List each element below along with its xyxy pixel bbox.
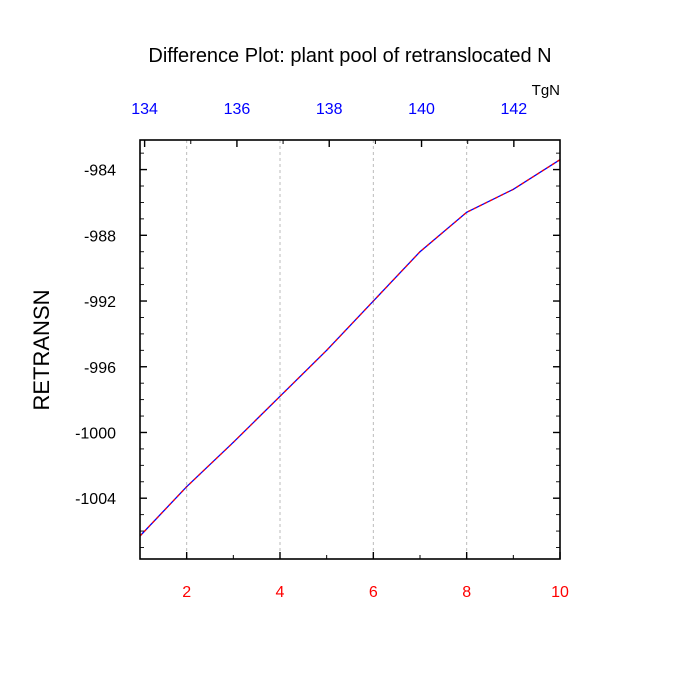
series-line-dash: [139, 159, 561, 537]
series-line: [139, 159, 561, 537]
y-axis-label: RETRANSN: [29, 289, 54, 410]
top-tick-label: 138: [316, 101, 343, 118]
top-tick-label: 142: [500, 101, 527, 118]
y-tick-label: -988: [84, 228, 116, 245]
y-tick-label: -1004: [75, 491, 116, 508]
series-point: [512, 188, 514, 190]
series-point: [232, 441, 234, 443]
tick-labels-layer: 2 4 6 8 10 134 136 138 140 142 -984 -988 -992 -996 -10…: [75, 101, 569, 601]
minor-ticks-layer: [139, 140, 561, 559]
ticks-layer: [140, 140, 561, 559]
series-point: [419, 251, 421, 253]
chart-title: Difference Plot: plant pool of retranslo…: [148, 45, 551, 67]
y-tick-label: -992: [84, 294, 116, 311]
grid-layer: [186, 140, 468, 559]
top-tick-label: 134: [131, 101, 158, 118]
x-tick-label: 8: [462, 584, 471, 601]
top-tick-label: 136: [224, 101, 251, 118]
top-tick-label: 140: [408, 101, 435, 118]
series-point: [186, 486, 188, 488]
series-point: [466, 211, 468, 213]
y-tick-label: -1000: [75, 425, 116, 442]
units-label: TgN: [532, 82, 560, 99]
x-tick-label: 6: [369, 584, 378, 601]
plot-frame: [139, 139, 561, 560]
y-tick-label: -996: [84, 360, 116, 377]
series-point: [372, 300, 374, 302]
series-layer: [139, 159, 561, 537]
x-tick-label: 10: [551, 584, 569, 601]
series-point: [326, 349, 328, 351]
y-tick-label: -984: [84, 163, 116, 180]
x-tick-label: 4: [276, 584, 285, 601]
x-tick-label: 2: [182, 584, 191, 601]
series-point: [279, 395, 281, 397]
